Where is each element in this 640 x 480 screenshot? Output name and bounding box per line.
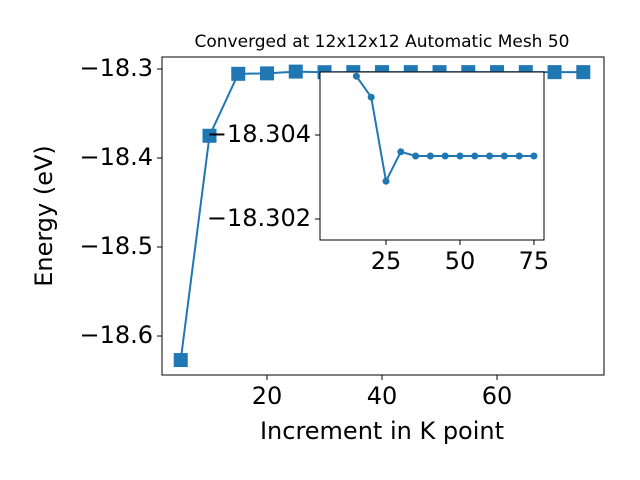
marker <box>382 177 390 185</box>
x-tick-label: 20 <box>252 382 283 410</box>
marker <box>530 152 538 160</box>
marker <box>441 152 449 160</box>
y-tick-label: −18.302 <box>207 204 311 232</box>
chart-title: Converged at 12x12x12 Automatic Mesh 50 <box>195 32 570 52</box>
y-tick-label: −18.4 <box>79 143 153 171</box>
marker <box>547 65 562 80</box>
y-tick-label: −18.6 <box>79 321 153 349</box>
x-tick-label: 40 <box>367 382 398 410</box>
marker <box>202 128 217 143</box>
x-tick-label: 60 <box>482 382 513 410</box>
x-tick-label: 50 <box>445 247 476 275</box>
marker <box>260 66 275 81</box>
y-tick-label: −18.304 <box>207 120 311 148</box>
x-tick-label: 25 <box>371 247 402 275</box>
marker <box>515 152 523 160</box>
marker <box>367 93 375 101</box>
y-axis-label: Energy (eV) <box>30 145 58 287</box>
marker <box>352 72 360 80</box>
marker <box>471 152 479 160</box>
marker <box>231 66 246 81</box>
plot-frame <box>161 56 605 376</box>
y-tick-label: −18.3 <box>79 54 153 82</box>
marker <box>173 353 188 368</box>
marker <box>426 152 434 160</box>
x-axis-label: Increment in K point <box>260 417 504 445</box>
marker <box>486 152 494 160</box>
marker <box>576 65 591 80</box>
marker <box>500 152 508 160</box>
marker <box>288 64 303 79</box>
plot-frame <box>319 71 545 241</box>
marker <box>456 152 464 160</box>
marker <box>412 152 420 160</box>
y-tick-label: −18.5 <box>79 232 153 260</box>
marker <box>397 148 405 156</box>
x-tick-label: 75 <box>519 247 550 275</box>
